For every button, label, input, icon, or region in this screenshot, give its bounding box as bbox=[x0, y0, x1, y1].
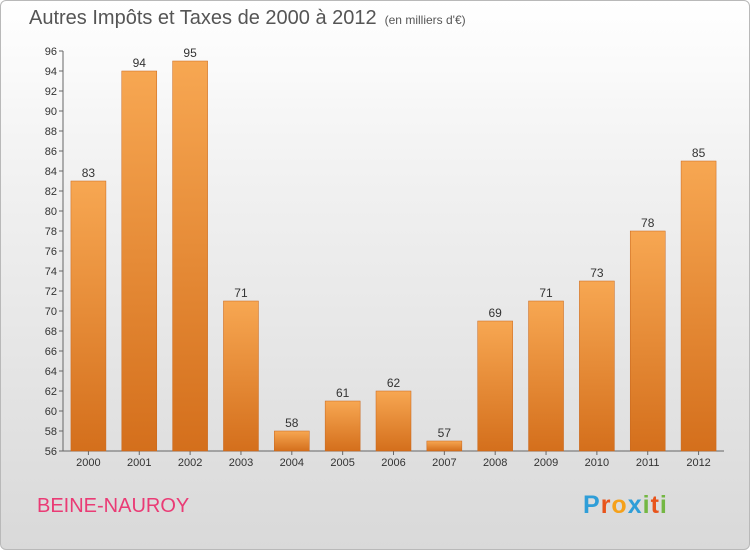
x-tick-label: 2001 bbox=[127, 457, 151, 469]
y-tick-label: 74 bbox=[45, 266, 57, 278]
logo-letter: x bbox=[627, 491, 643, 519]
logo-letter: t bbox=[650, 491, 660, 519]
bar bbox=[629, 230, 666, 452]
bar-value-label: 61 bbox=[336, 386, 350, 400]
value-labels: 83 94 95 71 58 61 62 57 69 71 73 78 85 bbox=[82, 46, 706, 440]
bar bbox=[223, 300, 259, 452]
x-axis: 2000 2001 2002 2003 2004 2005 2006 2007 2008 2009… bbox=[63, 450, 724, 469]
bar bbox=[528, 300, 564, 452]
y-tick-label: 80 bbox=[45, 206, 57, 218]
x-tick-label: 2009 bbox=[534, 457, 558, 469]
bar-value-label: 78 bbox=[641, 216, 655, 230]
bar-value-label: 73 bbox=[590, 266, 604, 280]
bar-value-label: 95 bbox=[183, 46, 197, 60]
chart-title-block: Autres Impôts et Taxes de 2000 à 2012 (en… bbox=[29, 7, 466, 30]
logo-letter: o bbox=[611, 491, 628, 519]
bar bbox=[274, 430, 310, 452]
bar-value-label: 69 bbox=[489, 306, 503, 320]
y-axis: 56 58 60 62 64 66 68 70 72 74 76 78 80 82 84 86 88 90 92 94… bbox=[45, 46, 64, 458]
bar bbox=[579, 280, 615, 452]
y-tick-label: 62 bbox=[45, 386, 57, 398]
bars bbox=[70, 60, 717, 452]
x-tick-label: 2008 bbox=[483, 457, 507, 469]
logo-letter: i bbox=[642, 491, 651, 519]
x-tick-label: 2010 bbox=[585, 457, 609, 469]
x-tick-label: 2012 bbox=[686, 457, 710, 469]
y-tick-label: 76 bbox=[45, 246, 57, 258]
x-tick-label: 2005 bbox=[330, 457, 354, 469]
proxiti-logo: Proxiti bbox=[583, 491, 668, 520]
bar bbox=[477, 320, 513, 452]
logo-letter: P bbox=[583, 491, 601, 519]
bar-value-label: 57 bbox=[438, 426, 452, 440]
y-tick-label: 82 bbox=[45, 186, 57, 198]
y-tick-label: 92 bbox=[45, 86, 57, 98]
bar-value-label: 85 bbox=[692, 146, 706, 160]
bar bbox=[70, 180, 107, 452]
bar-value-label: 71 bbox=[234, 286, 248, 300]
x-tick-label: 2011 bbox=[636, 457, 660, 469]
x-tick-label: 2004 bbox=[280, 457, 304, 469]
x-tick-label: 2003 bbox=[229, 457, 253, 469]
x-tick-label: 2007 bbox=[432, 457, 456, 469]
bar bbox=[375, 390, 412, 452]
chart-title: Autres Impôts et Taxes de 2000 à 2012 bbox=[29, 7, 377, 29]
x-tick-label: 2002 bbox=[178, 457, 202, 469]
y-tick-label: 96 bbox=[45, 46, 57, 58]
y-tick-label: 86 bbox=[45, 146, 57, 158]
y-tick-label: 70 bbox=[45, 306, 57, 318]
y-tick-label: 84 bbox=[45, 166, 57, 178]
y-tick-label: 58 bbox=[45, 426, 57, 438]
bar-value-label: 58 bbox=[285, 416, 299, 430]
bar bbox=[324, 400, 361, 452]
chart-unit: (en milliers d'€) bbox=[384, 13, 466, 27]
y-tick-label: 60 bbox=[45, 406, 57, 418]
y-tick-label: 56 bbox=[45, 446, 57, 458]
y-tick-label: 66 bbox=[45, 346, 57, 358]
y-tick-label: 94 bbox=[45, 66, 57, 78]
bar-value-label: 83 bbox=[82, 166, 96, 180]
logo-letter: i bbox=[659, 491, 668, 519]
y-tick-label: 72 bbox=[45, 286, 57, 298]
bar-value-label: 62 bbox=[387, 376, 401, 390]
bar-value-label: 71 bbox=[539, 286, 553, 300]
y-tick-label: 78 bbox=[45, 226, 57, 238]
y-tick-label: 64 bbox=[45, 366, 57, 378]
bar bbox=[172, 60, 208, 452]
y-tick-label: 90 bbox=[45, 106, 57, 118]
x-tick-label: 2000 bbox=[76, 457, 100, 469]
bar-value-label: 94 bbox=[133, 56, 147, 70]
x-tick-label: 2006 bbox=[381, 457, 405, 469]
commune-name: BEINE-NAUROY bbox=[37, 495, 190, 517]
bar bbox=[426, 440, 463, 452]
y-tick-label: 68 bbox=[45, 326, 57, 338]
y-tick-label: 88 bbox=[45, 126, 57, 138]
bar bbox=[680, 160, 717, 452]
logo-letter: r bbox=[600, 491, 612, 519]
bar bbox=[121, 70, 158, 452]
